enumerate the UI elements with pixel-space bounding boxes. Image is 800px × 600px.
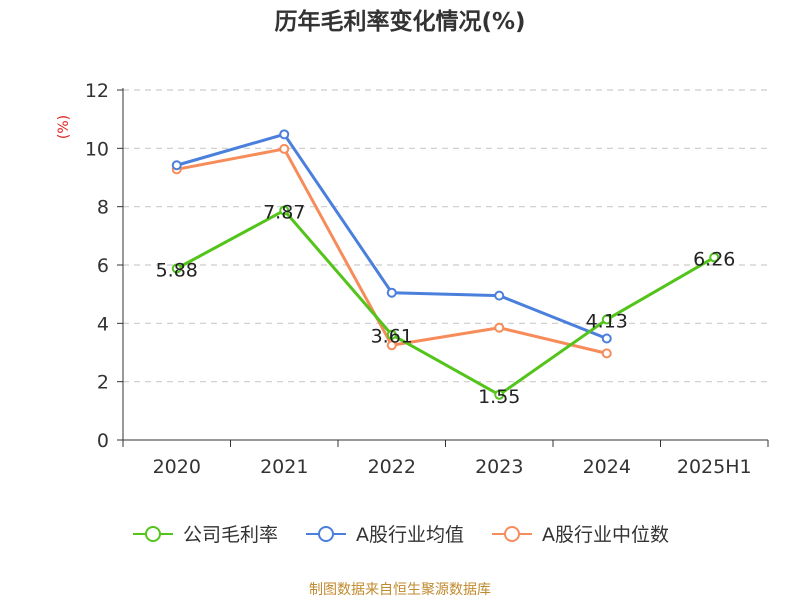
data-label: 5.88 [156,260,198,282]
data-point[interactable] [494,322,505,333]
data-source-note: 制图数据来自恒生聚源数据库 [309,582,491,598]
legend-item-industry-median[interactable]: A股行业中位数 [490,520,669,547]
data-point[interactable] [386,329,397,340]
y-tick-label: 6 [97,255,109,277]
data-point[interactable] [494,290,505,301]
data-point[interactable] [279,205,290,216]
data-label: 7.87 [263,201,305,223]
data-label: 3.61 [371,326,413,348]
data-label: 6.26 [693,248,735,270]
series-line [176,147,608,355]
data-label: 1.55 [478,386,520,408]
legend-line-marker-icon [492,525,532,542]
y-tick-label: 0 [97,430,109,452]
data-label: 4.13 [586,311,628,333]
x-tick-label: 2023 [475,456,523,478]
series-line [176,208,716,397]
chart-title: 历年毛利率变化情况(%) [274,9,526,35]
x-tick-label: 2024 [583,456,631,478]
x-tick-label: 2025H1 [677,456,752,478]
data-point[interactable] [171,263,182,274]
data-point[interactable] [386,340,397,351]
data-point[interactable] [171,160,182,171]
legend-label: A股行业中位数 [542,524,669,546]
data-point[interactable] [494,389,505,400]
legend-label: 公司毛利率 [182,524,278,546]
y-tick-label: 8 [97,197,109,219]
legend-line-marker-icon [306,525,346,542]
y-tick-label: 4 [97,313,109,335]
y-tick-label: 2 [97,372,109,394]
legend-label: A股行业均值 [356,524,464,546]
series-line [176,132,608,340]
data-point[interactable] [601,333,612,344]
legend-item-industry-average[interactable]: A股行业均值 [304,520,464,547]
y-axis-label: (%) [56,115,72,139]
x-tick-label: 2022 [368,456,416,478]
data-point[interactable] [601,348,612,359]
y-tick-label: 12 [85,80,109,102]
y-tick-label: 10 [85,138,109,160]
data-point[interactable] [386,287,397,298]
data-point[interactable] [709,252,720,263]
legend-line-marker-icon [132,525,173,542]
legend-item-company[interactable]: 公司毛利率 [131,520,278,547]
legend: 公司毛利率 A股行业均值 A股行业中位数 [0,520,800,547]
x-tick-label: 2020 [153,456,201,478]
data-point[interactable] [601,314,612,325]
x-tick-label: 2021 [260,456,308,478]
data-point[interactable] [279,143,290,154]
data-point[interactable] [279,129,290,140]
